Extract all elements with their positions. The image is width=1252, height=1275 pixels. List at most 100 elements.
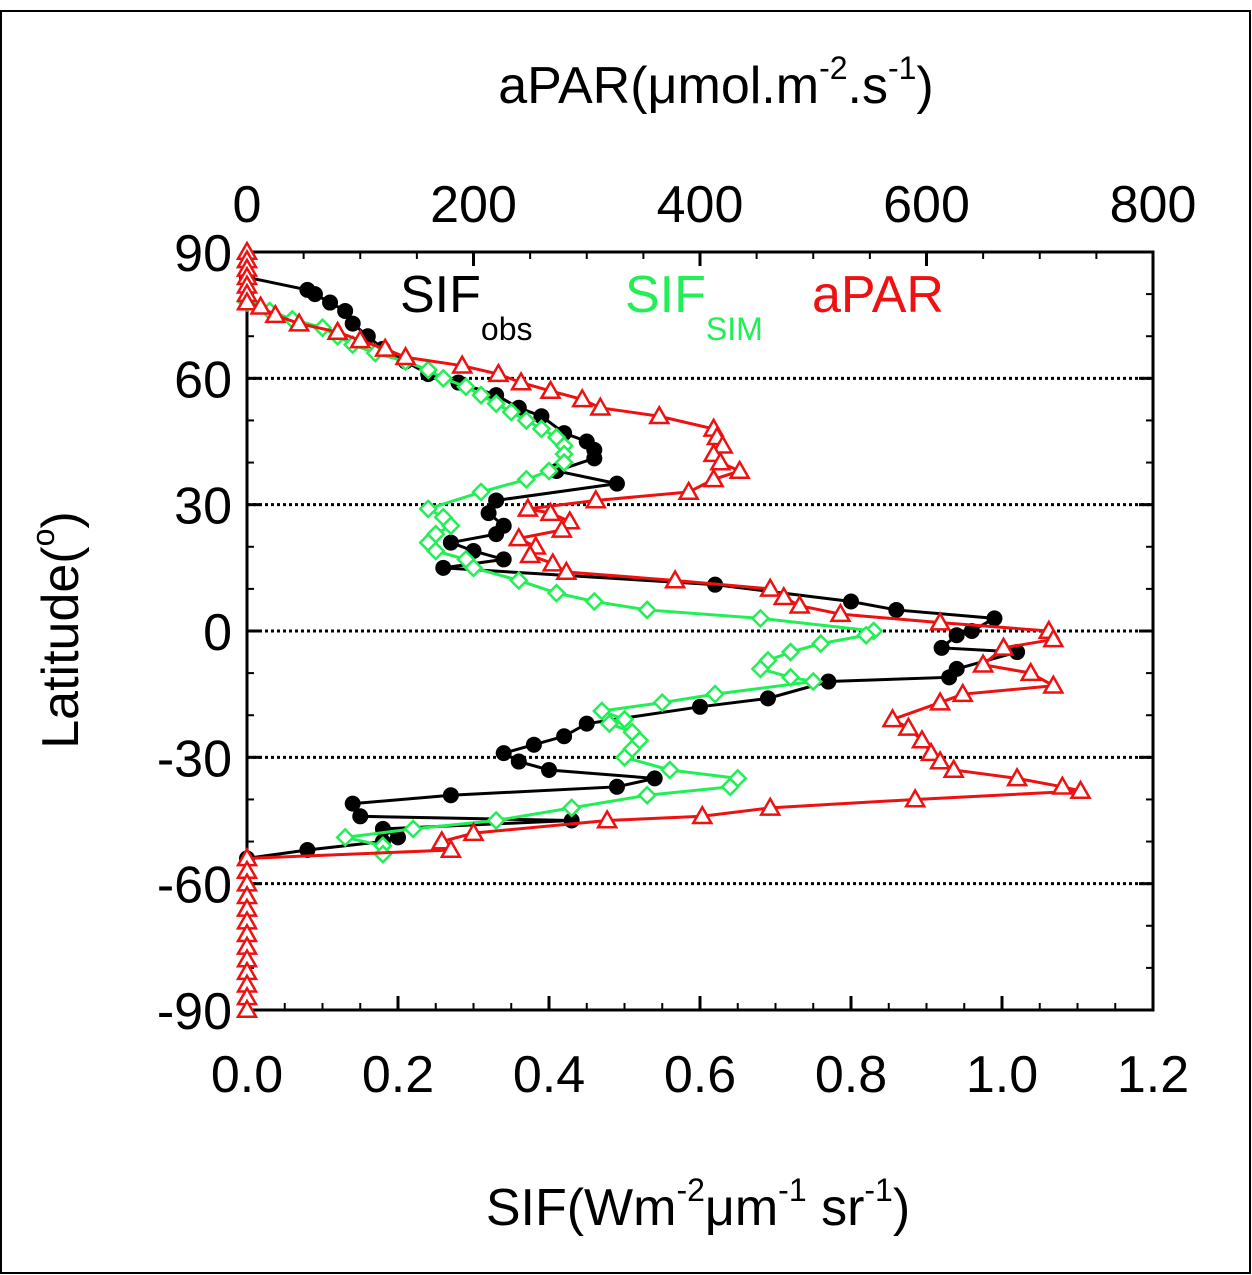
legend-subscript: obs — [481, 311, 533, 347]
sif-obs-point — [986, 610, 1003, 627]
bottom-axis-title-end: ) — [893, 1179, 910, 1237]
apar-point — [430, 830, 453, 850]
sif-sim-point — [750, 608, 771, 629]
sif-sim-point — [516, 410, 537, 431]
x-tick-label: 1.2 — [1117, 1046, 1189, 1104]
sif-sim-point — [546, 583, 567, 603]
sif-obs-point — [843, 593, 859, 610]
sif-obs-point — [488, 492, 505, 509]
left-axis-title: Latitude(o) — [25, 511, 90, 749]
apar-point — [759, 577, 782, 597]
y-tick-label: -30 — [157, 730, 232, 788]
apar-point — [1019, 661, 1042, 682]
sif-obs-point — [1009, 644, 1026, 661]
sif-obs-point — [556, 728, 573, 745]
apar-point — [772, 585, 795, 606]
sif-sim-point — [554, 452, 574, 473]
sif-sim-point — [660, 760, 680, 780]
sif-obs-point — [578, 715, 595, 732]
apar-point — [326, 320, 349, 341]
top-axis-title-sup1: -2 — [819, 50, 847, 86]
bottom-axis-title-main: SIF(Wm — [486, 1179, 677, 1237]
y-tick-label: 60 — [174, 351, 232, 409]
series-layer — [235, 240, 1092, 1018]
grid-layer — [247, 376, 1153, 886]
apar-point — [759, 796, 782, 816]
bottom-axis-title-mid2: sr — [807, 1179, 865, 1237]
legend-label: aPAR — [812, 266, 944, 324]
sif-sim-point — [856, 625, 876, 645]
apar-point — [1051, 775, 1074, 795]
sif-obs-point — [646, 770, 663, 787]
sif-obs-point — [495, 551, 512, 568]
bottom-axis-title: SIF(Wm-2μm-1 sr-1) — [486, 1172, 910, 1237]
sif-sim-point — [803, 671, 824, 692]
top-axis-title-sup2: -1 — [888, 50, 916, 86]
sif-sim-point — [335, 827, 355, 848]
x-tick-label: 1.0 — [966, 1046, 1038, 1104]
sif-obs-point — [442, 534, 459, 551]
top-tick-label: 200 — [430, 176, 517, 234]
apar-point — [539, 501, 562, 522]
legend-label: SIF — [625, 266, 706, 324]
apar-point — [1069, 779, 1092, 800]
sif-obs-point — [963, 623, 980, 639]
sif-obs-point — [533, 408, 550, 425]
apar-point — [507, 526, 530, 547]
sif-obs-point — [692, 698, 708, 715]
apar-point — [541, 552, 564, 572]
apar-point — [584, 488, 607, 509]
sif-sim-point — [637, 785, 657, 806]
legend-item: aPAR — [812, 266, 944, 324]
sif-sim-point — [471, 482, 491, 502]
x-tick-label: 0.8 — [815, 1046, 887, 1104]
sif-sim-point — [637, 600, 657, 620]
sif-obs-point — [442, 787, 459, 804]
sif-sim-point — [433, 368, 454, 389]
sif-sim-point — [539, 461, 559, 481]
sif-sim-point — [463, 558, 484, 578]
sif-obs-point — [306, 286, 323, 303]
x-tick-label: 0.4 — [513, 1046, 585, 1104]
apar-point — [571, 387, 594, 408]
apar-point — [928, 750, 952, 770]
apar-point — [1005, 766, 1029, 787]
sif-sim-point — [561, 798, 582, 818]
sif-sim-point — [720, 777, 740, 797]
sif-obs-point — [299, 841, 316, 858]
apar-point — [1042, 627, 1065, 648]
apar-point — [558, 509, 581, 530]
apar-point — [509, 371, 533, 391]
apar-point — [951, 682, 974, 703]
sif-obs-point — [435, 559, 452, 576]
apar-point — [904, 787, 927, 808]
sif-obs-point — [352, 808, 369, 825]
apar-point — [439, 838, 463, 858]
apar-point — [462, 821, 485, 842]
y-tick-label: 30 — [174, 478, 232, 536]
sif-obs-point — [390, 829, 406, 846]
legend-subscript: SIM — [706, 311, 763, 347]
sif-sim-point — [652, 692, 673, 713]
bottom-axis-title-mid: μm — [705, 1179, 778, 1237]
apar-point — [394, 345, 417, 366]
sif-sim-point — [780, 642, 801, 662]
apar-point — [595, 808, 619, 829]
y-tick-label: 90 — [174, 225, 232, 283]
apar-point — [897, 716, 920, 736]
apar-point — [702, 467, 725, 488]
sif-obs-point — [541, 761, 557, 778]
apar-point — [349, 328, 372, 349]
y-tick-label: -90 — [157, 983, 232, 1041]
top-tick-label: 400 — [657, 176, 744, 234]
x-tick-label: 0.2 — [362, 1046, 434, 1104]
apar-point — [829, 602, 852, 623]
top-axis-title: aPAR(μmol.m-2.s-1) — [498, 50, 934, 115]
sif-sim-point — [592, 701, 612, 721]
sif-obs-point — [495, 745, 512, 762]
sif-sim-point — [614, 709, 635, 730]
sif-obs-point — [586, 450, 603, 467]
left-axis-title-end: ) — [32, 511, 90, 528]
sif-obs-point — [948, 627, 965, 644]
